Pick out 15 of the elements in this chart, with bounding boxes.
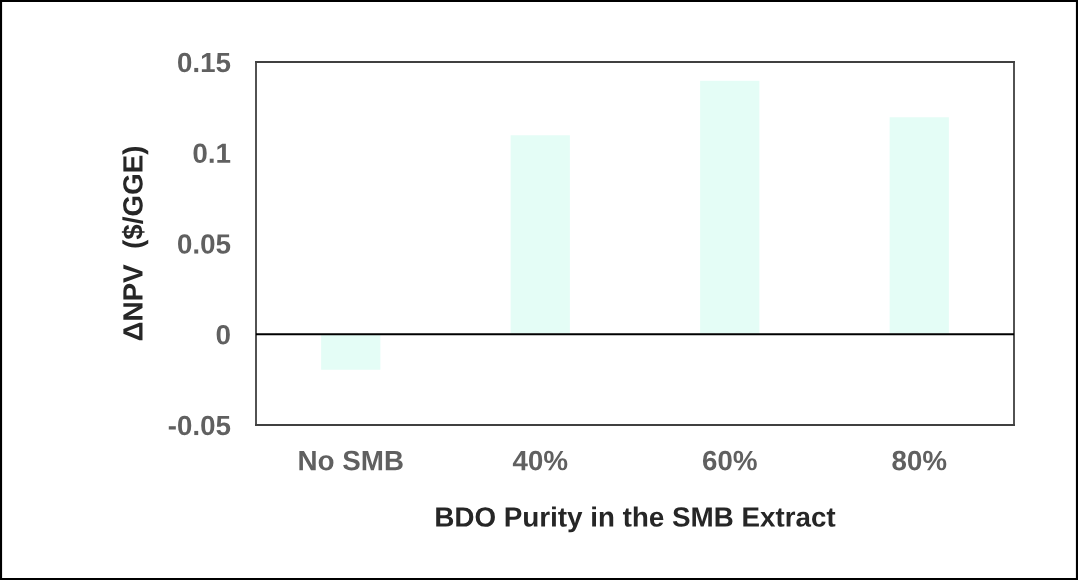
- x-tick-label: 60%: [702, 450, 757, 471]
- bar: [888, 115, 951, 335]
- x-tick-label: No SMB: [299, 450, 403, 471]
- y-tick-label: 0.05: [178, 234, 231, 254]
- x-tick-label: 80%: [892, 450, 947, 471]
- y-tick-label: 0.15: [178, 52, 231, 73]
- x-tick-label: 40%: [512, 450, 568, 471]
- bar: [509, 133, 572, 335]
- x-axis-title: BDO Purity in the SMB Extract: [436, 506, 836, 533]
- bar: [698, 79, 761, 335]
- y-axis-title: ΔNPV ($/GGE): [121, 146, 149, 341]
- y-tick-label: 0: [216, 324, 230, 345]
- bar: [319, 333, 382, 372]
- y-tick-label: -0.05: [168, 415, 231, 436]
- y-tick-label: 0.1: [193, 143, 231, 164]
